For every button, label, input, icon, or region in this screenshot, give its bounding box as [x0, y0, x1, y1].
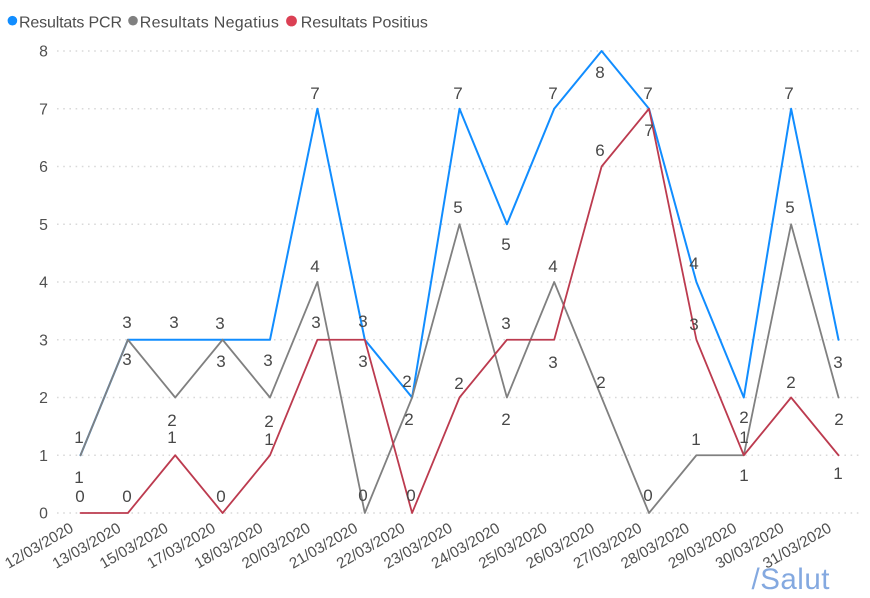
svg-text:3: 3 — [263, 351, 272, 370]
svg-text:1: 1 — [739, 466, 748, 485]
svg-text:2: 2 — [402, 372, 411, 391]
svg-text:3: 3 — [169, 313, 178, 332]
svg-text:1: 1 — [691, 430, 700, 449]
svg-text:1: 1 — [74, 468, 83, 487]
svg-text:2: 2 — [501, 410, 510, 429]
svg-text:6: 6 — [39, 159, 48, 176]
svg-text:7: 7 — [39, 101, 48, 118]
svg-text:4: 4 — [39, 275, 48, 292]
svg-text:3: 3 — [689, 315, 698, 334]
svg-text:7: 7 — [453, 84, 462, 103]
svg-text:4: 4 — [548, 257, 557, 276]
svg-text:Resultats Negatius: Resultats Negatius — [140, 14, 279, 31]
svg-text:1: 1 — [167, 428, 176, 447]
svg-text:1: 1 — [39, 448, 48, 465]
svg-text:Resultats Positius: Resultats Positius — [301, 14, 428, 31]
svg-text:1: 1 — [264, 430, 273, 449]
svg-text:2: 2 — [786, 373, 795, 392]
svg-text:3: 3 — [122, 313, 131, 332]
svg-text:3: 3 — [311, 313, 320, 332]
svg-text:5: 5 — [453, 198, 462, 217]
svg-text:2: 2 — [454, 374, 463, 393]
svg-text:2: 2 — [834, 410, 843, 429]
svg-text:3: 3 — [548, 353, 557, 372]
svg-text:3: 3 — [39, 332, 48, 349]
svg-text:3: 3 — [501, 314, 510, 333]
svg-text:2: 2 — [264, 412, 273, 431]
svg-text:5: 5 — [785, 198, 794, 217]
svg-text:4: 4 — [689, 254, 698, 273]
svg-text:0: 0 — [643, 486, 652, 505]
svg-text:1: 1 — [833, 464, 842, 483]
svg-text:0: 0 — [39, 506, 48, 523]
svg-text:2: 2 — [596, 373, 605, 392]
svg-text:7: 7 — [643, 84, 652, 103]
svg-text:2: 2 — [404, 410, 413, 429]
svg-text:0: 0 — [358, 486, 367, 505]
svg-text:0: 0 — [216, 487, 225, 506]
svg-text:3: 3 — [358, 352, 367, 371]
svg-text:2: 2 — [739, 408, 748, 427]
svg-text:0: 0 — [406, 486, 415, 505]
svg-text:8: 8 — [39, 44, 48, 61]
svg-text:Resultats PCR: Resultats PCR — [19, 14, 122, 31]
svg-text:3: 3 — [216, 352, 225, 371]
svg-text:/Salut: /Salut — [752, 563, 830, 596]
svg-text:1: 1 — [74, 428, 83, 447]
svg-text:3: 3 — [122, 350, 131, 369]
svg-text:0: 0 — [75, 487, 84, 506]
svg-text:3: 3 — [358, 312, 367, 331]
svg-text:6: 6 — [595, 141, 604, 160]
svg-text:3: 3 — [833, 353, 842, 372]
svg-text:3: 3 — [215, 314, 224, 333]
svg-text:7: 7 — [548, 84, 557, 103]
svg-text:7: 7 — [310, 84, 319, 103]
svg-text:4: 4 — [310, 257, 319, 276]
svg-text:1: 1 — [739, 428, 748, 447]
svg-text:2: 2 — [167, 411, 176, 430]
svg-text:7: 7 — [784, 84, 793, 103]
svg-text:2: 2 — [39, 390, 48, 407]
svg-text:7: 7 — [644, 121, 653, 140]
svg-text:0: 0 — [122, 487, 131, 506]
svg-text:5: 5 — [39, 217, 48, 234]
svg-text:8: 8 — [595, 63, 604, 82]
svg-text:5: 5 — [501, 235, 510, 254]
